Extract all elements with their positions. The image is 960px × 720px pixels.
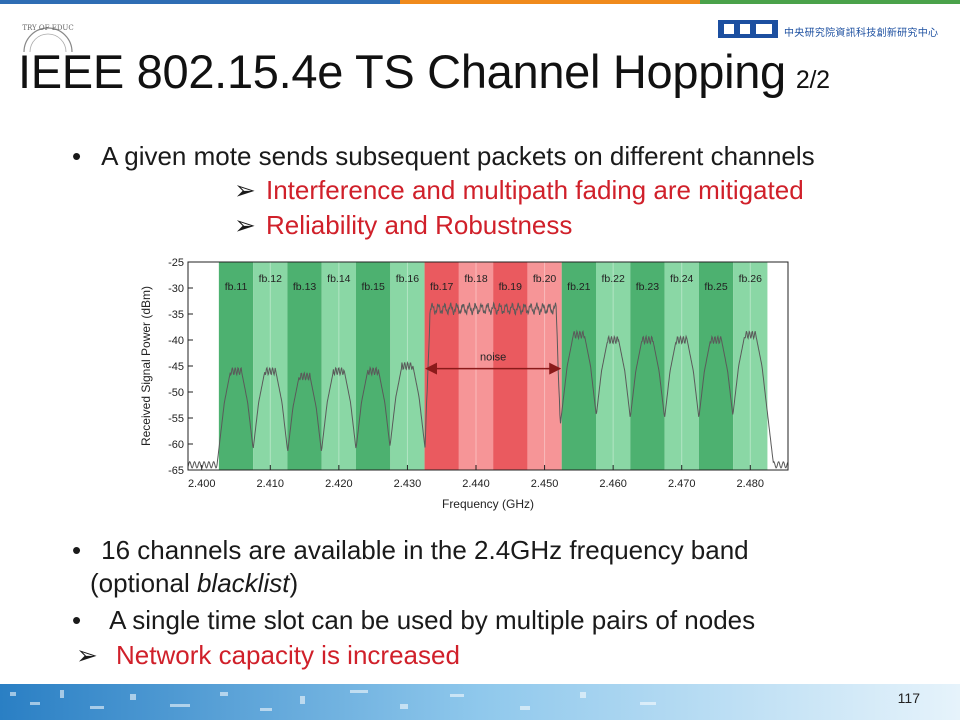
- channel-label: fb.24: [670, 273, 694, 285]
- y-tick-label: -60: [168, 439, 184, 451]
- bullet-16-channels: • 16 channels are available in the 2.4GHz…: [72, 535, 749, 565]
- bullet-mote-channels: • A given mote sends subsequent packets o…: [72, 141, 815, 171]
- y-tick-label: -35: [168, 309, 184, 321]
- x-axis-label: Frequency (GHz): [442, 497, 534, 511]
- x-tick-label: 2.480: [737, 478, 765, 490]
- x-tick-label: 2.440: [462, 478, 490, 490]
- x-tick-label: 2.420: [325, 478, 353, 490]
- channel-label: fb.19: [499, 281, 523, 293]
- channel-label: fb.22: [601, 273, 625, 285]
- channel-label: fb.14: [327, 273, 351, 285]
- institute-logo: 中央研究院資訊科技創新研究中心: [718, 20, 938, 39]
- channel-band: [493, 262, 528, 470]
- channel-label: fb.15: [361, 281, 385, 293]
- y-axis-label: Received Signal Power (dBm): [139, 286, 153, 446]
- channel-label: fb.21: [567, 281, 591, 293]
- footer-decoration: [0, 684, 960, 720]
- page-number: 117: [897, 690, 920, 706]
- sub-bullet-interference: ➢ Interference and multipath fading are m…: [234, 175, 804, 205]
- noise-label: noise: [480, 352, 506, 364]
- signal-trace: [187, 301, 789, 469]
- y-tick-label: -30: [168, 283, 184, 295]
- x-tick-label: 2.410: [257, 478, 285, 490]
- sub-bullet-reliability: ➢ Reliability and Robustness: [234, 210, 573, 240]
- x-tick-label: 2.450: [531, 478, 559, 490]
- sub-bullet-capacity: ➢ Network capacity is increased: [76, 640, 460, 670]
- x-tick-label: 2.430: [394, 478, 422, 490]
- channel-label: fb.13: [293, 281, 317, 293]
- top-accent-bar: [0, 0, 960, 4]
- channel-label: fb.16: [396, 273, 420, 285]
- channel-label: fb.25: [704, 281, 728, 293]
- y-tick-label: -45: [168, 361, 184, 373]
- y-tick-label: -25: [168, 257, 184, 269]
- bullet-blacklist-note: (optional blacklist): [90, 568, 299, 598]
- y-tick-label: -65: [168, 465, 184, 477]
- bullet-time-slot: • A single time slot can be used by multi…: [72, 605, 756, 635]
- channel-label: fb.20: [533, 273, 557, 285]
- channel-label: fb.18: [464, 273, 488, 285]
- channel-band: [321, 262, 356, 470]
- university-seal-icon: TRY OF EDUC: [22, 24, 74, 52]
- channel-label: fb.11: [225, 281, 248, 293]
- channel-band: [356, 262, 391, 470]
- channel-band: [253, 262, 288, 470]
- channel-band: [698, 262, 734, 470]
- channel-band: [596, 262, 631, 470]
- channel-band: [424, 262, 459, 470]
- channel-band: [664, 262, 699, 470]
- channel-band: [390, 262, 425, 470]
- x-tick-label: 2.470: [668, 478, 696, 490]
- channel-band: [287, 262, 322, 470]
- y-tick-label: -40: [168, 335, 184, 347]
- channel-band: [218, 262, 254, 470]
- channel-band: [630, 262, 665, 470]
- y-tick-label: -55: [168, 413, 184, 425]
- channel-label: fb.17: [430, 281, 454, 293]
- spectrum-chart: 2.400 2.410 2.420 2.430 2.440 2.450 2.460 2.470…: [139, 257, 789, 511]
- channel-label: fb.12: [259, 273, 283, 285]
- slide-title: IEEE 802.15.4e TS Channel Hopping 2/2: [18, 45, 830, 98]
- slide-title-suffix: 2/2: [795, 66, 830, 94]
- channel-label: fb.23: [636, 281, 660, 293]
- x-tick-label: 2.400: [188, 478, 216, 490]
- logo-text: 中央研究院資訊科技創新研究中心: [784, 26, 938, 39]
- channel-label: fb.26: [739, 273, 763, 285]
- x-tick-label: 2.460: [599, 478, 627, 490]
- seal-text: TRY OF EDUC: [22, 24, 73, 32]
- y-tick-label: -50: [168, 387, 184, 399]
